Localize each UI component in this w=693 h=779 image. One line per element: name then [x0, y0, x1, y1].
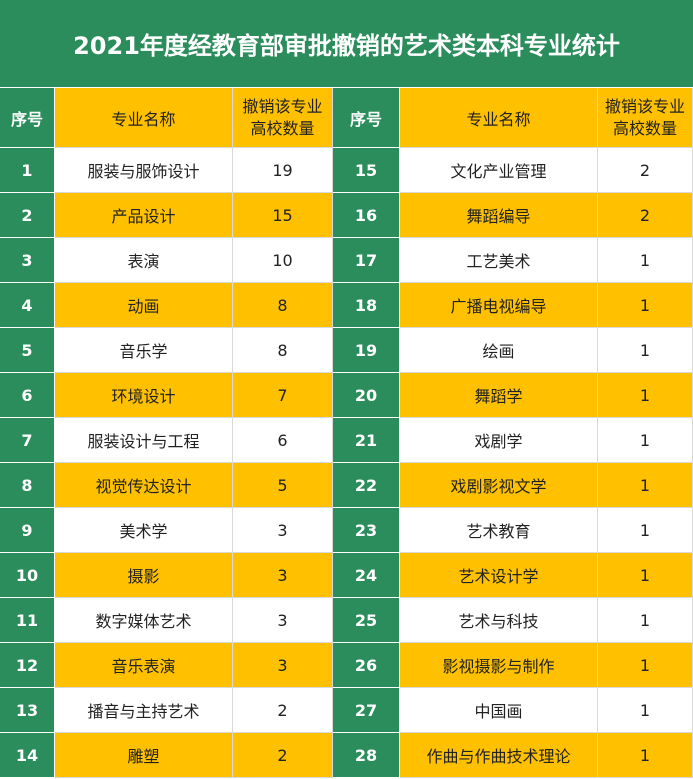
serial-cell: 8 — [0, 463, 55, 508]
count-cell: 8 — [233, 283, 333, 328]
count-cell: 8 — [233, 328, 333, 373]
header-cell: 专业名称 — [400, 88, 598, 148]
header-cell: 序号 — [333, 88, 400, 148]
major-cell: 影视摄影与制作 — [400, 643, 598, 688]
serial-cell: 28 — [333, 733, 400, 778]
serial-cell: 2 — [0, 193, 55, 238]
serial-cell: 4 — [0, 283, 55, 328]
count-cell: 3 — [233, 598, 333, 643]
count-cell: 1 — [598, 283, 693, 328]
major-cell: 服装与服饰设计 — [55, 148, 233, 193]
serial-cell: 27 — [333, 688, 400, 733]
serial-cell: 25 — [333, 598, 400, 643]
serial-cell: 6 — [0, 373, 55, 418]
count-cell: 6 — [233, 418, 333, 463]
count-cell: 1 — [598, 733, 693, 778]
header-cell: 撤销该专业高校数量 — [598, 88, 693, 148]
major-cell: 播音与主持艺术 — [55, 688, 233, 733]
count-cell: 10 — [233, 238, 333, 283]
major-cell: 舞蹈编导 — [400, 193, 598, 238]
serial-cell: 1 — [0, 148, 55, 193]
serial-cell: 24 — [333, 553, 400, 598]
major-cell: 数字媒体艺术 — [55, 598, 233, 643]
major-cell: 工艺美术 — [400, 238, 598, 283]
major-cell: 美术学 — [55, 508, 233, 553]
count-cell: 1 — [598, 238, 693, 283]
count-cell: 2 — [233, 688, 333, 733]
count-cell: 1 — [598, 373, 693, 418]
serial-cell: 17 — [333, 238, 400, 283]
major-cell: 表演 — [55, 238, 233, 283]
major-cell: 绘画 — [400, 328, 598, 373]
title: 2021年度经教育部审批撤销的艺术类本科专业统计 — [0, 0, 693, 88]
count-cell: 19 — [233, 148, 333, 193]
serial-cell: 10 — [0, 553, 55, 598]
major-cell: 广播电视编导 — [400, 283, 598, 328]
major-cell: 文化产业管理 — [400, 148, 598, 193]
serial-cell: 12 — [0, 643, 55, 688]
header-cell: 专业名称 — [55, 88, 233, 148]
major-cell: 环境设计 — [55, 373, 233, 418]
count-cell: 5 — [233, 463, 333, 508]
count-cell: 7 — [233, 373, 333, 418]
serial-cell: 7 — [0, 418, 55, 463]
serial-cell: 15 — [333, 148, 400, 193]
serial-cell: 23 — [333, 508, 400, 553]
major-cell: 雕塑 — [55, 733, 233, 778]
header-cell: 序号 — [0, 88, 55, 148]
serial-cell: 3 — [0, 238, 55, 283]
major-cell: 作曲与作曲技术理论 — [400, 733, 598, 778]
serial-cell: 14 — [0, 733, 55, 778]
count-cell: 1 — [598, 553, 693, 598]
count-cell: 3 — [233, 553, 333, 598]
major-cell: 音乐学 — [55, 328, 233, 373]
major-cell: 戏剧学 — [400, 418, 598, 463]
serial-cell: 9 — [0, 508, 55, 553]
major-cell: 艺术设计学 — [400, 553, 598, 598]
serial-cell: 16 — [333, 193, 400, 238]
major-cell: 音乐表演 — [55, 643, 233, 688]
serial-cell: 22 — [333, 463, 400, 508]
major-cell: 动画 — [55, 283, 233, 328]
count-cell: 1 — [598, 328, 693, 373]
count-cell: 3 — [233, 643, 333, 688]
major-cell: 中国画 — [400, 688, 598, 733]
serial-cell: 5 — [0, 328, 55, 373]
serial-cell: 11 — [0, 598, 55, 643]
major-cell: 摄影 — [55, 553, 233, 598]
count-cell: 1 — [598, 598, 693, 643]
count-cell: 2 — [598, 148, 693, 193]
major-cell: 产品设计 — [55, 193, 233, 238]
stats-table: 序号 专业名称 撤销该专业高校数量 序号 专业名称 撤销该专业高校数量 1 服装与服饰设计 19… — [0, 88, 693, 778]
count-cell: 1 — [598, 508, 693, 553]
major-cell: 艺术教育 — [400, 508, 598, 553]
serial-cell: 19 — [333, 328, 400, 373]
count-cell: 1 — [598, 418, 693, 463]
major-cell: 舞蹈学 — [400, 373, 598, 418]
major-cell: 戏剧影视文学 — [400, 463, 598, 508]
count-cell: 1 — [598, 643, 693, 688]
serial-cell: 20 — [333, 373, 400, 418]
serial-cell: 13 — [0, 688, 55, 733]
header-cell: 撤销该专业高校数量 — [233, 88, 333, 148]
serial-cell: 18 — [333, 283, 400, 328]
serial-cell: 21 — [333, 418, 400, 463]
count-cell: 1 — [598, 688, 693, 733]
count-cell: 2 — [598, 193, 693, 238]
count-cell: 1 — [598, 463, 693, 508]
count-cell: 3 — [233, 508, 333, 553]
major-cell: 服装设计与工程 — [55, 418, 233, 463]
major-cell: 视觉传达设计 — [55, 463, 233, 508]
serial-cell: 26 — [333, 643, 400, 688]
major-cell: 艺术与科技 — [400, 598, 598, 643]
count-cell: 15 — [233, 193, 333, 238]
count-cell: 2 — [233, 733, 333, 778]
